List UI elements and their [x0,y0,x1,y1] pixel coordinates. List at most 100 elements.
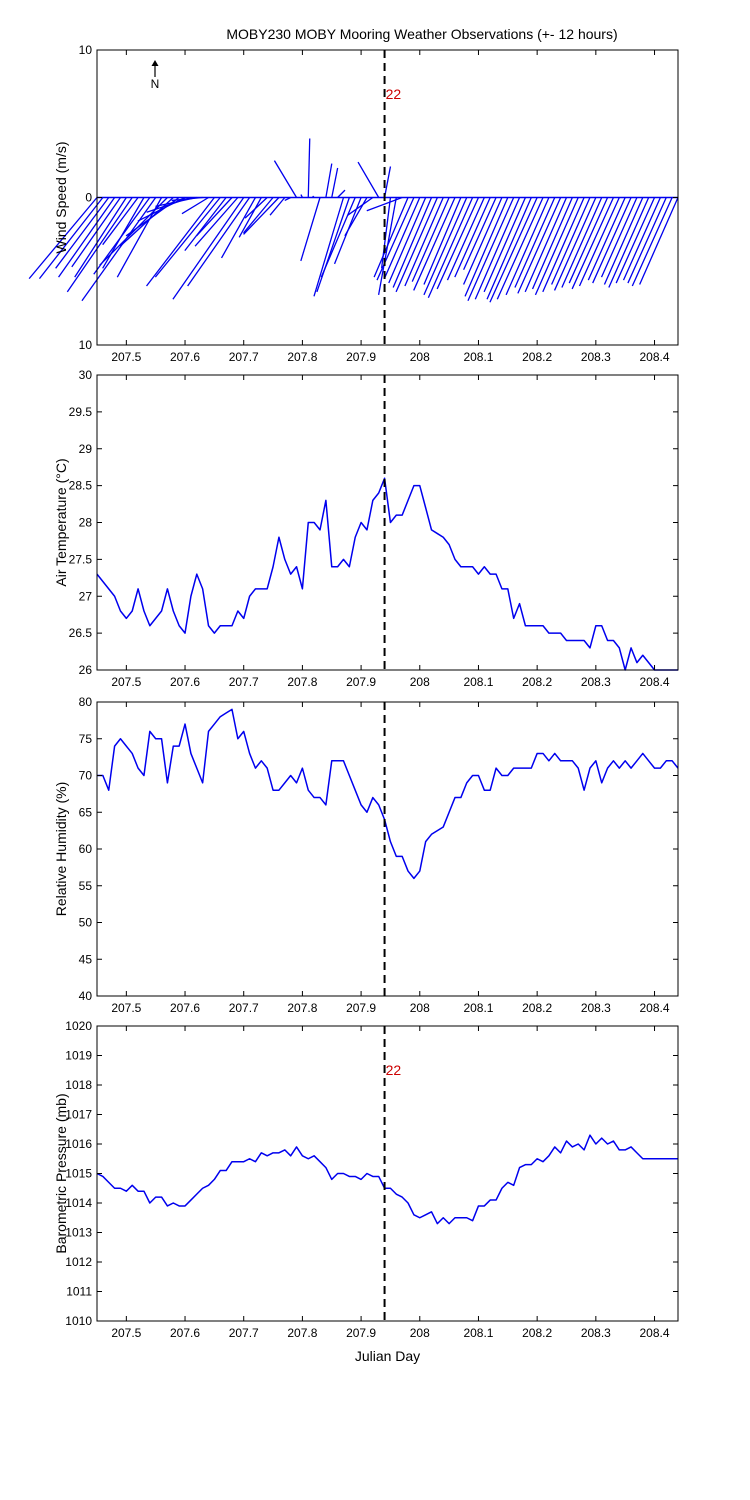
x-tick-label: 208 [410,675,430,689]
y-tick-label: 1016 [65,1137,92,1151]
wind-vector [74,197,127,278]
x-tick-label: 207.6 [170,350,200,364]
panel-barometric_pressure: 1010 1011 1012 1013 1014 1015 1016 1017 1018 1019… [53,1019,679,1364]
wind-vector [273,160,298,198]
wind-vector [608,197,650,288]
wind-vector [269,197,286,216]
x-tick-label: 208.4 [640,350,670,364]
x-tick-label: 208.3 [581,675,611,689]
wind-vector [486,197,532,300]
y-tick-label: 1012 [65,1255,92,1269]
y-tick-label: 26.5 [69,626,93,640]
wind-vector [627,197,667,284]
marker-label: 22 [386,86,402,102]
x-tick-label: 208.4 [640,1326,670,1340]
wind-vector [600,197,638,278]
wind-vector [316,197,350,293]
wind-vector [568,197,609,284]
wind-vector [312,195,315,198]
wind-vector [71,197,122,268]
wind-vector [592,197,632,284]
wind-vector [243,197,274,234]
wind-vector [196,197,233,237]
x-tick-label: 207.5 [111,350,141,364]
x-tick-label: 208 [410,1326,430,1340]
wind-vector [551,197,591,285]
y-axis-label: Wind Speed (m/s) [53,141,69,253]
wind-vector [395,197,438,293]
x-tick-label: 207.8 [287,350,317,364]
x-tick-label: 208.3 [581,350,611,364]
wind-vector [631,197,673,287]
wind-vector [102,197,139,246]
relative_humidity-line [97,708,679,880]
wind-vector [534,197,579,296]
y-tick-label: 1013 [65,1226,92,1240]
wind-vector [331,167,339,198]
y-tick-label: 1011 [66,1285,92,1299]
y-tick-label: 65 [79,805,93,819]
wind-vector [464,197,509,297]
wind-vectors [28,138,679,303]
panel-air_temperature: 26 26.5 27 27.5 28 28.5 29 29.5 30 207.5 207.6 207.… [53,368,679,689]
wind-vector [615,197,656,284]
wind-vector [446,197,485,281]
wind-vector [181,196,209,215]
wind-vector [411,197,450,282]
wind-vector [383,197,421,279]
wind-vector [119,197,174,247]
y-tick-label: 80 [79,695,93,709]
barometric_pressure-line [96,1134,678,1225]
wind-vector [307,138,311,198]
y-tick-label: 28.5 [69,479,93,493]
wind-vector [184,197,227,251]
wind-vector [587,197,626,281]
wind-vector [376,197,415,281]
x-tick-label: 207.7 [229,1326,259,1340]
figure-title: MOBY230 MOBY Mooring Weather Observation… [226,26,617,42]
y-tick-label: 10 [79,43,93,57]
y-tick-label: 1014 [65,1196,92,1210]
x-tick-label: 208.3 [581,1326,611,1340]
wind-vector [578,197,620,287]
x-tick-label: 207.5 [111,1326,141,1340]
x-tick-label: 208.1 [463,675,493,689]
wind-vector [423,197,462,285]
wind-vector [392,197,433,288]
y-tick-label: 50 [79,916,93,930]
axes-frame [96,701,679,997]
wind-vector [284,196,291,202]
wind-vector [154,197,221,278]
y-tick-label: 60 [79,842,93,856]
wind-vector [58,197,116,278]
x-tick-label: 208.1 [463,1001,493,1015]
x-tick-label: 207.9 [346,1326,376,1340]
x-tick-label: 208.4 [640,1001,670,1015]
wind-vector [300,197,321,262]
x-tick-label: 208.3 [581,1001,611,1015]
wind-vector [413,197,456,291]
x-tick-label: 208.2 [522,1001,552,1015]
wind-vector [571,197,615,290]
wind-vector [320,197,356,278]
x-tick-label: 207.5 [111,1001,141,1015]
x-tick-label: 207.6 [170,675,200,689]
x-tick-label: 207.9 [346,1001,376,1015]
wind-vector [462,197,503,285]
x-tick-label: 208.1 [463,1326,493,1340]
wind-vector [639,197,679,285]
axes-frame [96,374,679,671]
north-arrow-icon [151,60,159,66]
wind-vector [603,197,644,285]
wind-vector [366,196,403,212]
x-tick-label: 207.9 [346,675,376,689]
wind-vector [187,197,251,287]
wind-vector [38,197,104,280]
wind-vector [483,197,527,293]
y-tick-label: 27 [79,589,93,603]
x-tick-label: 207.8 [287,1326,317,1340]
wind-vector [357,161,380,198]
x-tick-label: 207.6 [170,1326,200,1340]
wind-vector [489,197,538,303]
